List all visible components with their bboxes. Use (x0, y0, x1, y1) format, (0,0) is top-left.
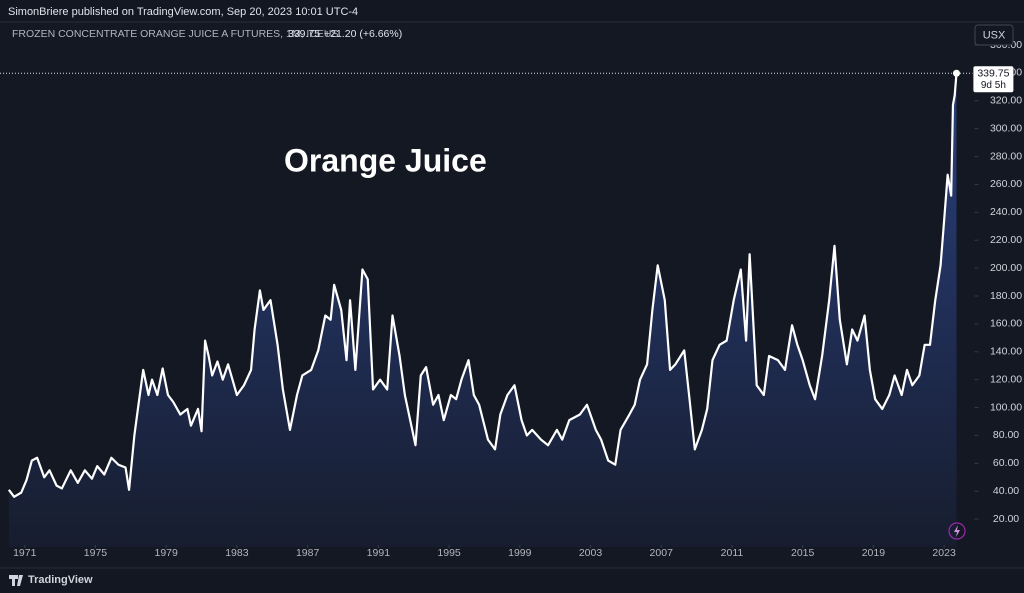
price-label-box (973, 66, 1014, 93)
y-tick-label: 20.00 (993, 513, 1019, 525)
last-point (952, 69, 960, 77)
y-tick-label: 240.00 (990, 206, 1022, 218)
currency-button[interactable] (974, 24, 1014, 46)
y-tick-label: 160.00 (990, 318, 1022, 330)
x-tick-label: 2019 (862, 547, 886, 559)
area (8, 73, 957, 548)
y-tick-label: 200.00 (990, 262, 1022, 274)
x-tick-label: 1999 (508, 547, 532, 559)
x-tick-label: 2007 (650, 547, 674, 559)
plot: 20.00 40.00 60.00 80.00 100.00 120.00 140.00 16… (0, 39, 1022, 559)
x-tick-label: 2011 (721, 547, 744, 559)
x-tick-label: 2003 (579, 547, 603, 559)
price-label: 339.75 (977, 68, 1009, 80)
y-tick-label: 180.00 (990, 290, 1022, 302)
x-tick-label: 1983 (225, 547, 249, 559)
brand-logo (9, 575, 23, 586)
y-tick-label: 220.00 (990, 234, 1022, 246)
header-change: +21.20 (+6.66%) (324, 28, 402, 40)
y-tick-label: 80.00 (993, 429, 1019, 441)
y-tick-label: 40.00 (993, 485, 1019, 497)
x-tick-label: 1991 (367, 547, 391, 559)
y-tick-label: 260.00 (990, 178, 1022, 190)
y-tick-label: 60.00 (993, 457, 1019, 469)
x-tick-label: 2015 (791, 547, 815, 559)
header-price: 339.75 (288, 28, 320, 40)
y-tick-label: 320.00 (990, 95, 1022, 107)
x-tick-label: 1979 (155, 547, 179, 559)
x-tick-label: 2023 (932, 547, 956, 559)
annotation-title: Orange Juice (284, 142, 487, 178)
x-tick-label: 1987 (296, 547, 320, 559)
alert-icon[interactable] (948, 522, 966, 540)
countdown: 9d 5h (981, 80, 1006, 91)
x-tick-label: 1975 (84, 547, 108, 559)
y-tick-label: 140.00 (990, 346, 1022, 358)
y-tick-label: 120.00 (990, 373, 1022, 385)
y-tick-label: 280.00 (990, 150, 1022, 162)
y-tick-label: 300.00 (990, 122, 1022, 134)
published-line: SimonBriere published on TradingView.com… (8, 6, 358, 18)
x-tick-label: 1971 (13, 547, 37, 559)
alert-bolt (954, 525, 960, 537)
currency-label: USX (983, 29, 1006, 41)
y-tick-label: 100.00 (990, 401, 1022, 413)
x-tick-label: 1995 (437, 547, 461, 559)
symbol: FROZEN CONCENTRATE ORANGE JUICE A FUTURE… (12, 28, 339, 40)
line (7, 73, 958, 498)
brand: TradingView (28, 574, 93, 586)
